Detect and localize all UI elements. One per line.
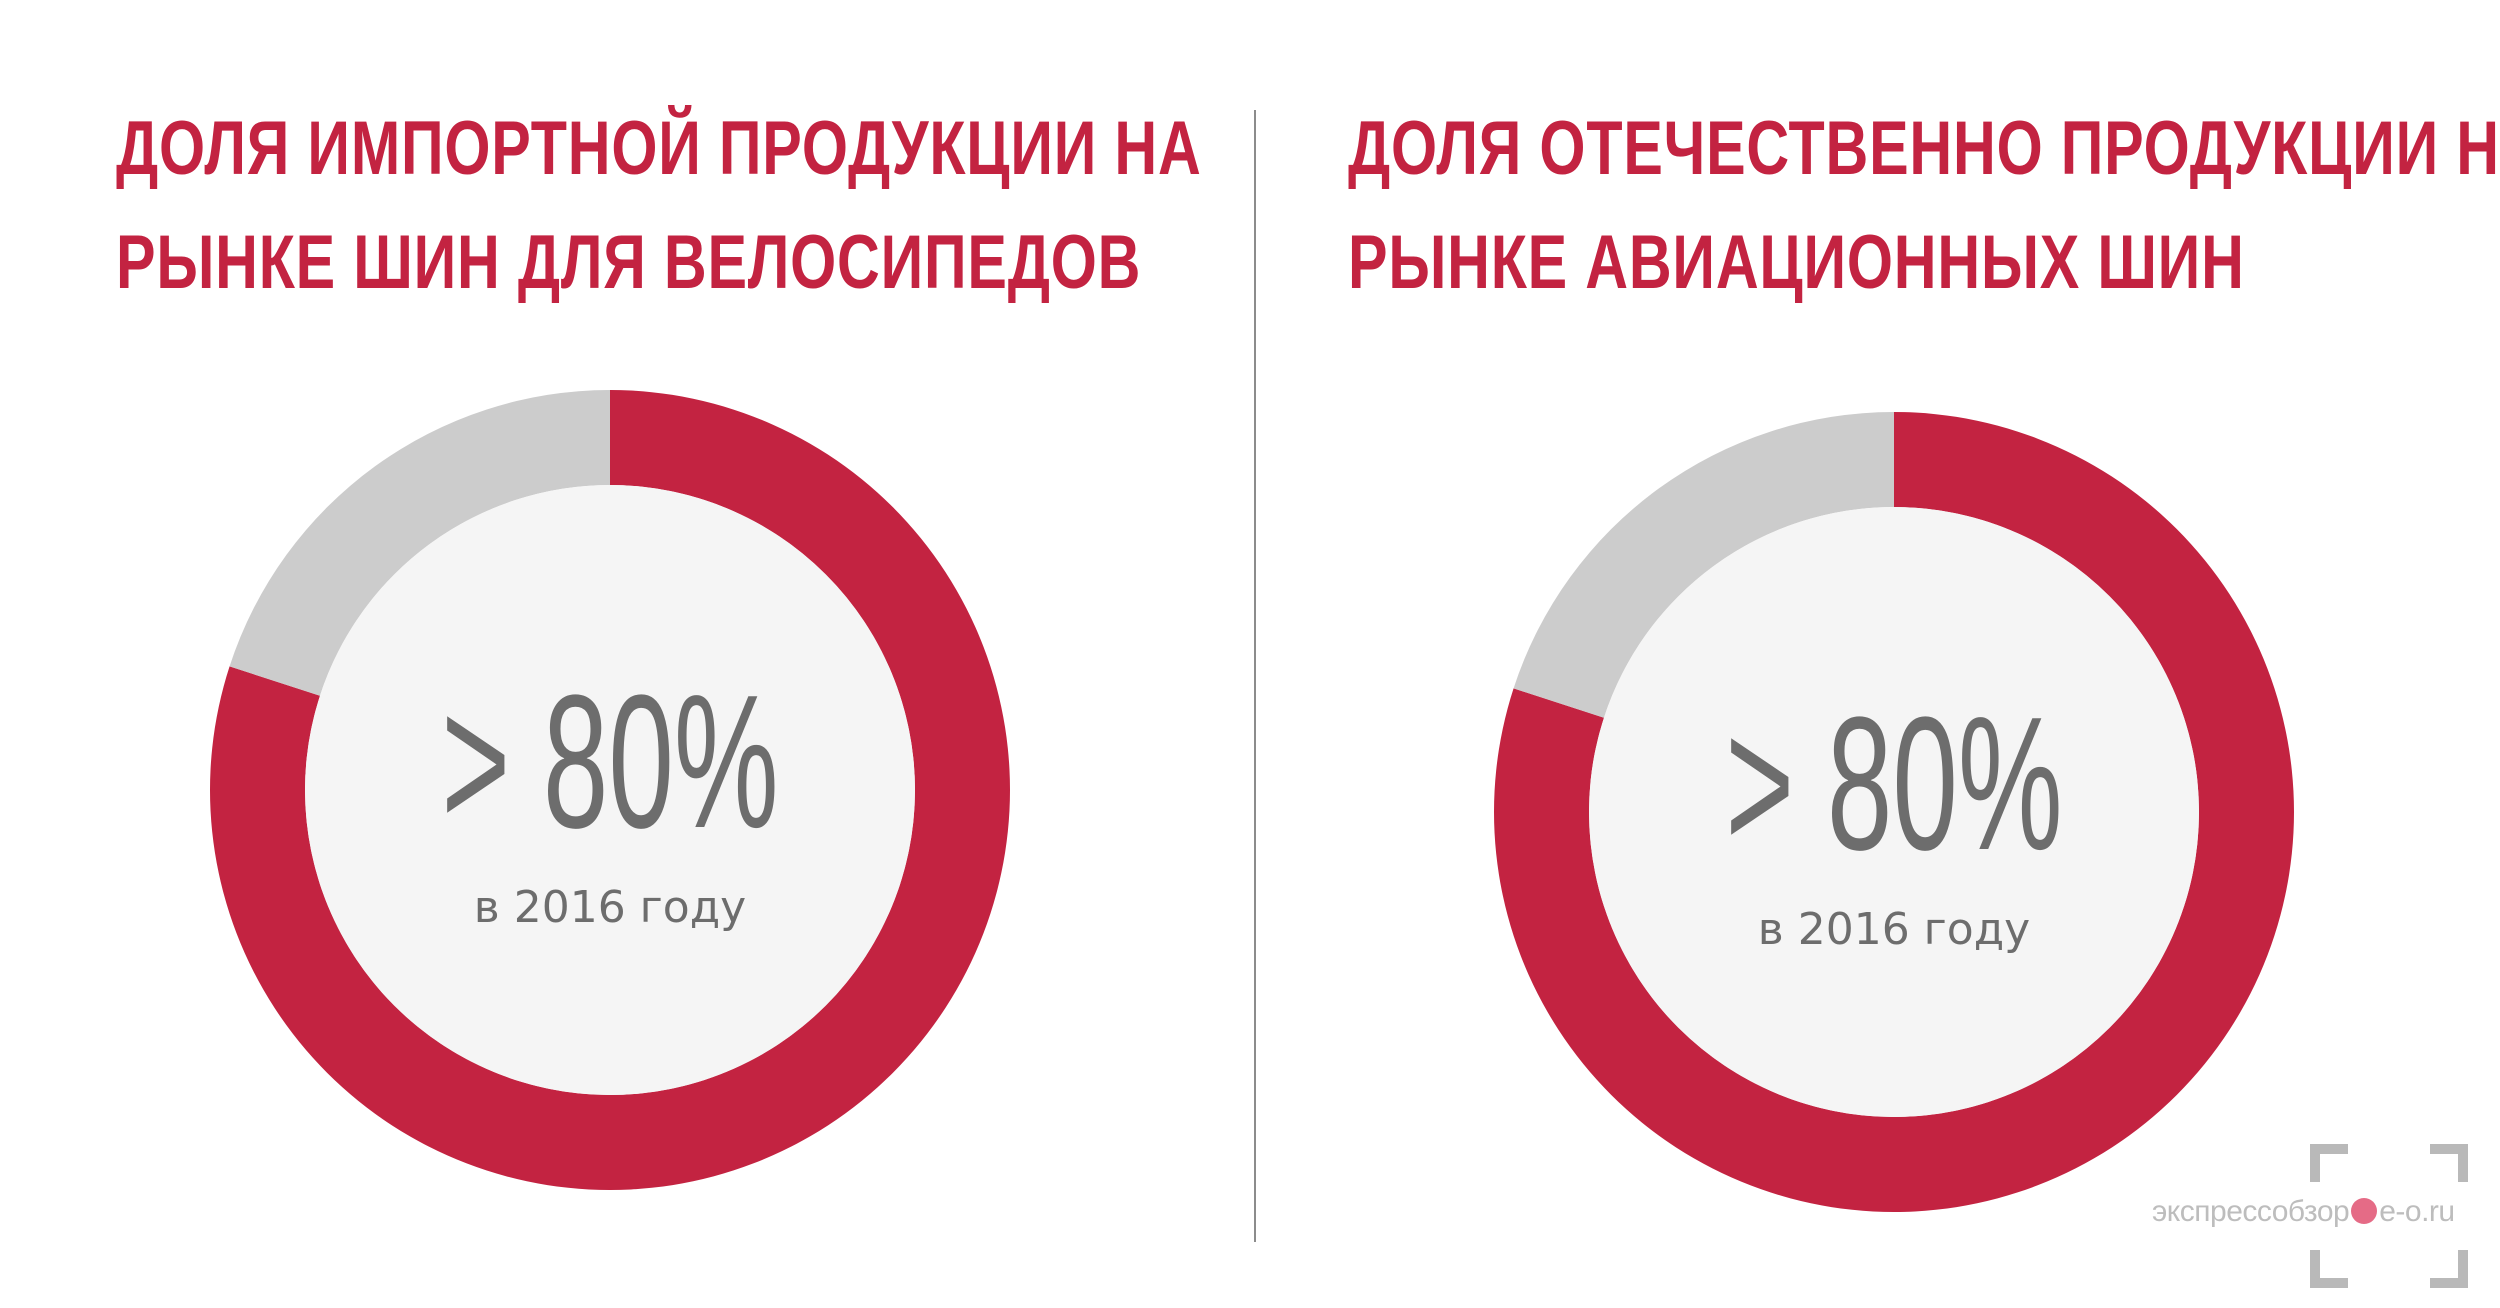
chart-title-left: ДОЛЯ ИМПОРТНОЙ ПРОДУКЦИИ НА РЫНКЕ ШИН ДЛ…	[116, 92, 1202, 320]
watermark-frame-corner	[2310, 1250, 2348, 1288]
chart-title-left-line-2: РЫНКЕ ШИН ДЛЯ ВЕЛОСИПЕДОВ	[116, 220, 1142, 305]
watermark-text: экспрессобзор e-o.ru	[2152, 1192, 2476, 1232]
chart-title-left-line-1: ДОЛЯ ИМПОРТНОЙ ПРОДУКЦИИ НА	[116, 106, 1202, 191]
watermark-frame-corner	[2430, 1144, 2468, 1182]
donut-slice-rest	[229, 390, 610, 696]
center-caption: в 2016 году	[474, 882, 746, 933]
chart-panel-right: ДОЛЯ ОТЕЧЕСТВЕННО ПРОДУКЦИИ НА РЫНКЕ АВИ…	[1250, 0, 2500, 1308]
center-value: > 80%	[1725, 678, 2062, 890]
watermark-dot-icon	[2351, 1198, 2378, 1224]
chart-title-right: ДОЛЯ ОТЕЧЕСТВЕННО ПРОДУКЦИИ НА РЫНКЕ АВИ…	[1348, 92, 2500, 320]
watermark-text-before: экспрессобзор	[2152, 1195, 2350, 1228]
donut-center	[1589, 507, 2199, 1117]
donut-chart-left: > 80% в 2016 году	[209, 390, 1010, 1190]
center-value: > 80%	[441, 656, 778, 868]
donut-chart-right: > 80% в 2016 году	[1494, 412, 2294, 1212]
center-caption: в 2016 году	[1758, 904, 2030, 955]
chart-title-right-line-1: ДОЛЯ ОТЕЧЕСТВЕННО ПРОДУКЦИИ НА	[1348, 106, 2500, 191]
donut-slice-rest	[1513, 412, 1894, 718]
chart-panel-left: ДОЛЯ ИМПОРТНОЙ ПРОДУКЦИИ НА РЫНКЕ ШИН ДЛ…	[116, 92, 1202, 1190]
watermark-logo: экспрессобзор e-o.ru	[2152, 1144, 2476, 1288]
donut-center	[305, 485, 915, 1095]
vertical-divider	[1254, 110, 1256, 1242]
chart-title-right-line-2: РЫНКЕ АВИАЦИОННЫХ ШИН	[1348, 220, 2245, 305]
watermark-frame-corner	[2430, 1250, 2468, 1288]
watermark-frame-corner	[2310, 1144, 2348, 1182]
watermark-text-after: e-o.ru	[2379, 1195, 2455, 1228]
